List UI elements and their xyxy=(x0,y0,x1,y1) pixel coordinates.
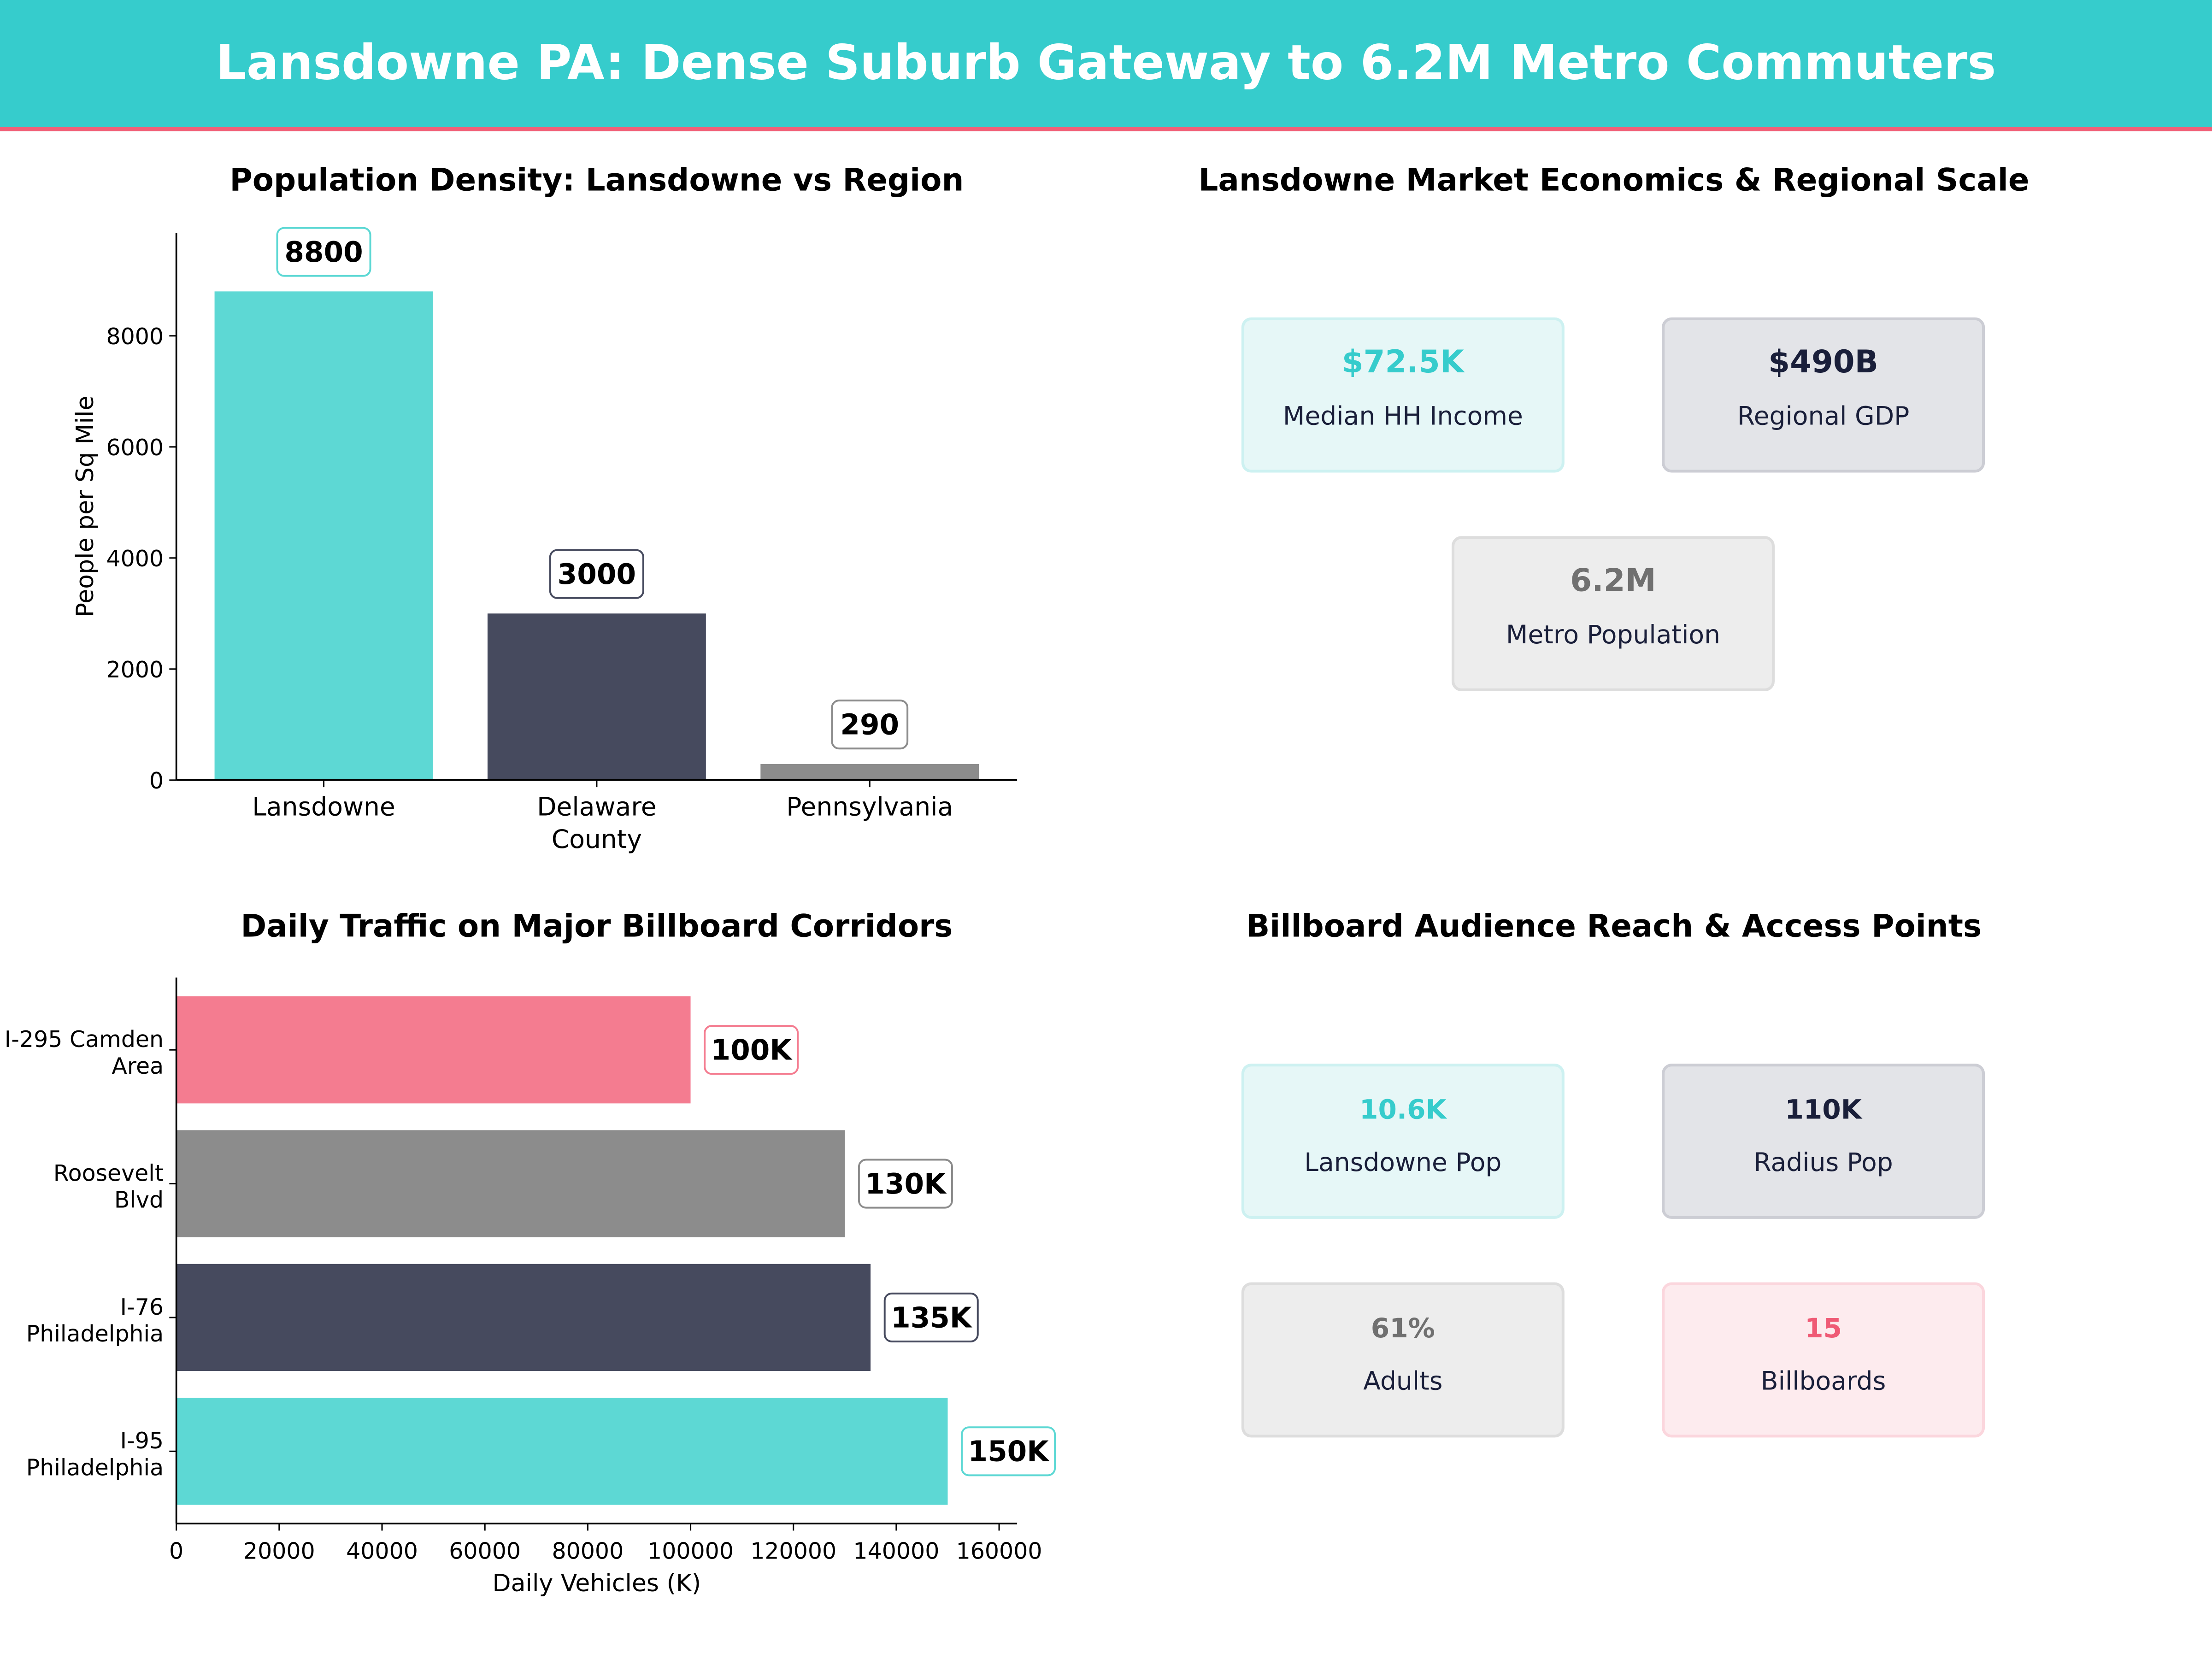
bar-lansdowne xyxy=(214,291,433,780)
x-tick-label: 80000 xyxy=(552,1538,624,1565)
value-label-box xyxy=(961,1426,1056,1477)
density-chart-title: Population Density: Lansdowne vs Region xyxy=(229,164,964,199)
card-metro-population: 6.2M Metro Population xyxy=(1451,536,1775,691)
card-label: Radius Pop xyxy=(1753,1148,1893,1178)
value-label: 100K xyxy=(711,1034,793,1067)
y-tick-label: I-95 Philadelphia xyxy=(26,1428,164,1481)
x-tick-label: 40000 xyxy=(346,1538,418,1565)
y-tick-label: 0 xyxy=(149,768,164,794)
y-tick-label: Roosevelt Blvd xyxy=(53,1160,164,1213)
card-value: 6.2M xyxy=(1570,564,1656,600)
value-label-box xyxy=(883,1292,979,1342)
card-radius-pop: 110K Radius Pop xyxy=(1662,1064,1985,1219)
card-label: Lansdowne Pop xyxy=(1304,1148,1502,1178)
y-tick-label: 8000 xyxy=(106,324,164,350)
y-tick-label: 6000 xyxy=(106,435,164,461)
y-tick-label: I-295 Camden Area xyxy=(5,1026,164,1079)
x-tick-label: 120000 xyxy=(750,1538,836,1565)
x-tick-label: 20000 xyxy=(243,1538,315,1565)
value-label-box xyxy=(549,549,644,599)
page-title: Lansdowne PA: Dense Suburb Gateway to 6.… xyxy=(216,35,1996,92)
card-label: Billboards xyxy=(1760,1367,1886,1397)
x-tick-label: Pennsylvania xyxy=(786,792,953,821)
card-value: 110K xyxy=(1785,1094,1862,1126)
x-tick-label: 160000 xyxy=(956,1538,1042,1565)
card-value: $490B xyxy=(1768,345,1878,381)
bar-pennsylvania xyxy=(760,764,979,780)
x-tick-label: Delaware County xyxy=(537,792,657,853)
traffic-chart-title: Daily Traffic on Major Billboard Corrido… xyxy=(241,910,953,946)
y-axis-label: People per Sq Mile xyxy=(71,396,99,618)
value-label-box xyxy=(276,227,371,277)
value-label: 135K xyxy=(891,1301,973,1334)
y-tick-label: 2000 xyxy=(106,657,164,683)
x-tick-label: 60000 xyxy=(449,1538,521,1565)
value-label-box xyxy=(704,1025,799,1075)
card-label: Regional GDP xyxy=(1737,402,1910,432)
bar-i-95 xyxy=(176,1398,948,1505)
card-value: 10.6K xyxy=(1359,1094,1447,1126)
x-tick-label: 100000 xyxy=(647,1538,734,1565)
x-tick-label: 0 xyxy=(169,1538,183,1565)
card-value: 15 xyxy=(1805,1313,1842,1345)
bar-i-295 camden xyxy=(176,996,691,1104)
value-label-box xyxy=(831,700,909,750)
card-label: Metro Population xyxy=(1506,620,1721,651)
value-label: 130K xyxy=(865,1168,947,1200)
card-lansdowne-pop: 10.6K Lansdowne Pop xyxy=(1241,1064,1565,1219)
card-median-income: $72.5K Median HH Income xyxy=(1241,317,1565,473)
value-label: 8800 xyxy=(284,236,363,269)
value-label: 150K xyxy=(968,1435,1050,1468)
economics-title: Lansdowne Market Economics & Regional Sc… xyxy=(1198,164,2030,199)
card-regional-gdp: $490B Regional GDP xyxy=(1662,317,1985,473)
audience-title: Billboard Audience Reach & Access Points xyxy=(1246,910,1982,946)
y-tick-label: I-76 Philadelphia xyxy=(26,1294,164,1347)
card-value: 61% xyxy=(1371,1313,1435,1345)
value-label: 290 xyxy=(840,709,899,741)
header-banner: Lansdowne PA: Dense Suburb Gateway to 6.… xyxy=(0,0,2212,131)
card-label: Median HH Income xyxy=(1282,402,1523,432)
y-tick-label: 4000 xyxy=(106,546,164,572)
bar-i-76 xyxy=(176,1264,871,1371)
value-label: 3000 xyxy=(558,558,636,591)
bar-delaware xyxy=(487,613,706,780)
x-tick-label: Lansdowne xyxy=(252,792,395,821)
card-value: $72.5K xyxy=(1341,345,1464,381)
x-axis-label: Daily Vehicles (K) xyxy=(493,1570,701,1597)
card-billboards: 15 Billboards xyxy=(1662,1282,1985,1438)
bar-roosevelt xyxy=(176,1130,845,1237)
card-adults: 61% Adults xyxy=(1241,1282,1565,1438)
card-label: Adults xyxy=(1363,1367,1443,1397)
x-tick-label: 140000 xyxy=(853,1538,939,1565)
value-label-box xyxy=(858,1159,953,1209)
